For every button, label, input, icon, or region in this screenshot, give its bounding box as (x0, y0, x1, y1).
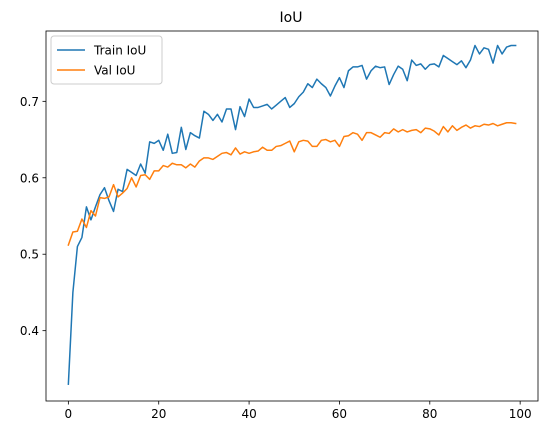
plot-frame (45, 30, 539, 402)
legend: Train IoU Val IoU (50, 35, 163, 85)
axes: 0 20 40 60 80 100 0.4 0.5 0.6 0.7 (20, 30, 539, 421)
x-tick-label-1: 20 (151, 407, 166, 421)
y-tick-label-2: 0.6 (20, 171, 39, 185)
legend-label-1: Val IoU (94, 64, 135, 78)
x-tick-label-2: 40 (241, 407, 256, 421)
legend-label-0: Train IoU (93, 44, 146, 58)
x-tick-label-3: 60 (332, 407, 347, 421)
x-tick-label-0: 0 (65, 407, 73, 421)
x-tick-label-5: 100 (509, 407, 532, 421)
series-line-1 (67, 121, 517, 247)
chart-title: IoU (280, 10, 303, 26)
y-tick-label-3: 0.7 (20, 95, 39, 109)
legend-box (50, 35, 163, 85)
series-line-0 (67, 44, 517, 385)
y-tick-label-1: 0.5 (20, 248, 39, 262)
x-tick-label-4: 80 (422, 407, 437, 421)
y-tick-label-0: 0.4 (20, 324, 39, 338)
plot-area (67, 44, 517, 385)
